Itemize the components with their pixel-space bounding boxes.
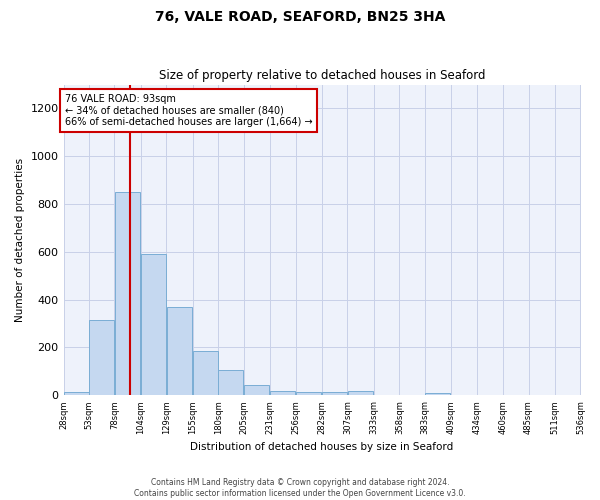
Text: 76, VALE ROAD, SEAFORD, BN25 3HA: 76, VALE ROAD, SEAFORD, BN25 3HA [155, 10, 445, 24]
Text: 76 VALE ROAD: 93sqm
← 34% of detached houses are smaller (840)
66% of semi-detac: 76 VALE ROAD: 93sqm ← 34% of detached ho… [65, 94, 312, 128]
Bar [115, 192, 140, 396]
Bar [348, 390, 373, 396]
Title: Size of property relative to detached houses in Seaford: Size of property relative to detached ho… [159, 69, 485, 82]
Bar [64, 392, 89, 396]
Bar [322, 392, 347, 396]
Bar [271, 390, 295, 396]
Bar [218, 370, 244, 396]
X-axis label: Distribution of detached houses by size in Seaford: Distribution of detached houses by size … [190, 442, 454, 452]
Bar [167, 307, 191, 396]
Bar [193, 351, 218, 396]
Bar [244, 384, 269, 396]
Bar [141, 254, 166, 396]
Bar [425, 393, 450, 396]
Bar [89, 320, 114, 396]
Bar [296, 392, 321, 396]
Y-axis label: Number of detached properties: Number of detached properties [15, 158, 25, 322]
Text: Contains HM Land Registry data © Crown copyright and database right 2024.
Contai: Contains HM Land Registry data © Crown c… [134, 478, 466, 498]
